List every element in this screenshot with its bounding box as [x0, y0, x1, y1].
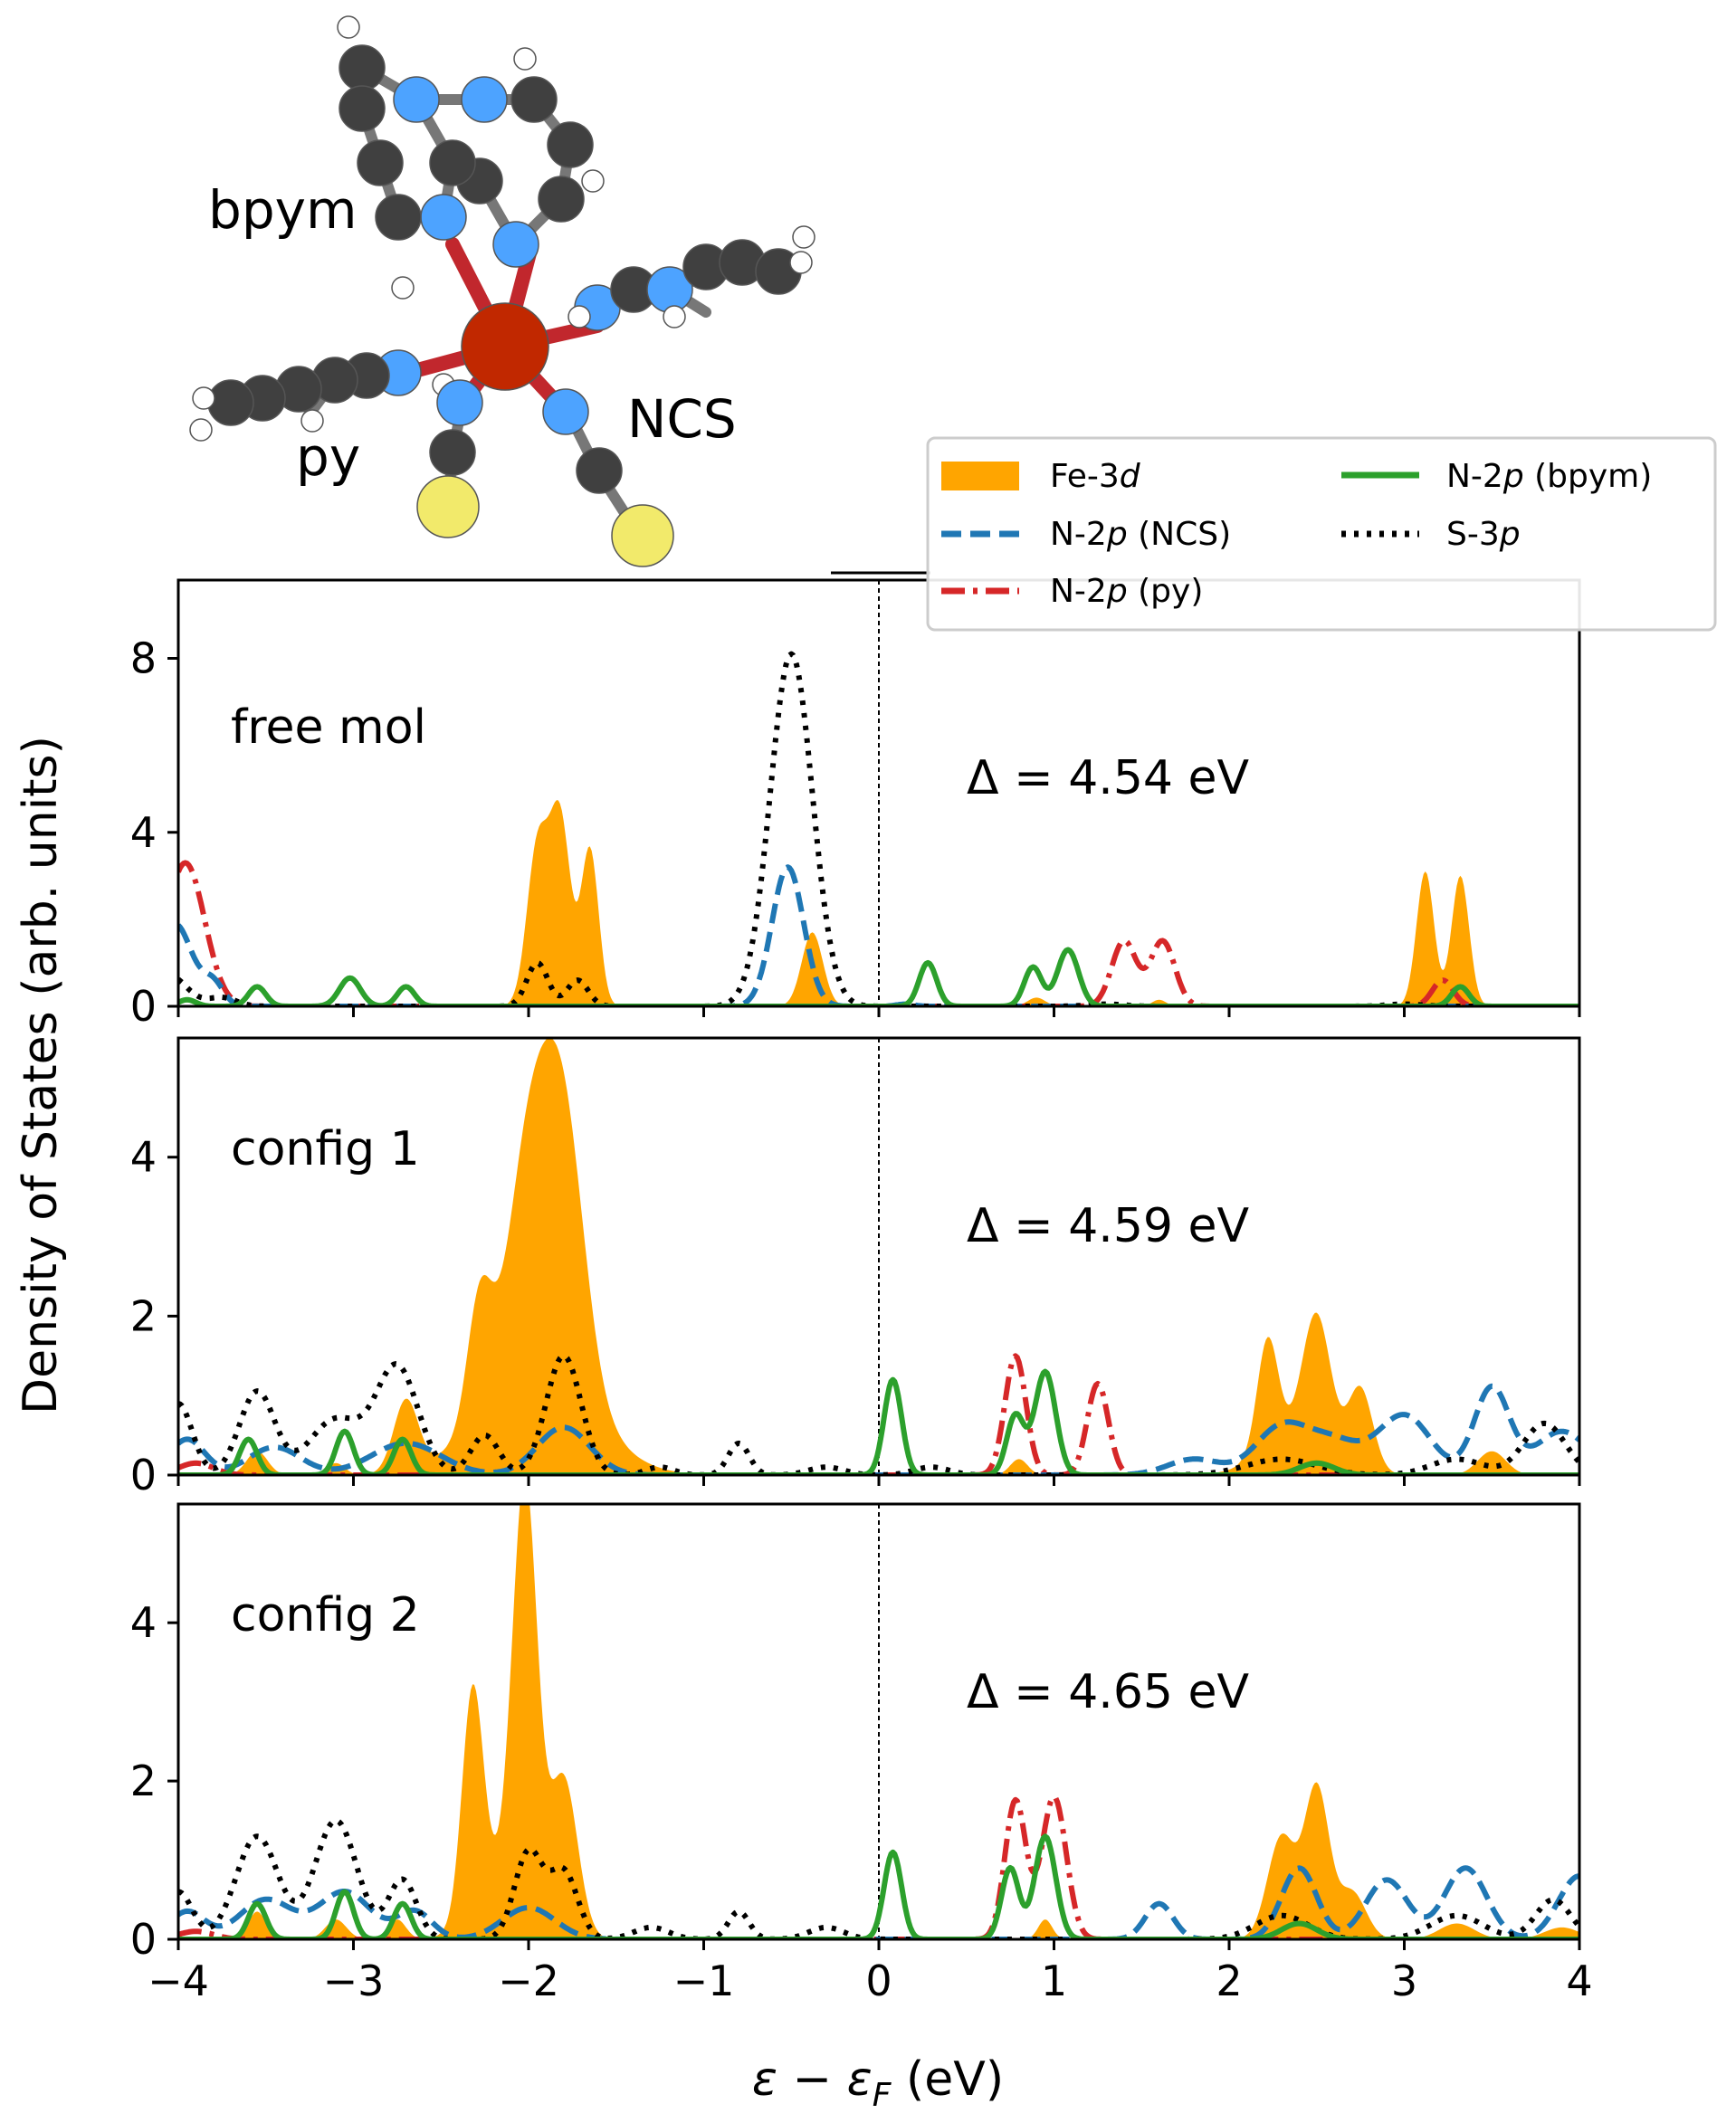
- x-tick-label: −2: [498, 1956, 559, 2005]
- legend-label-fe3d: Fe-3d: [1050, 458, 1141, 495]
- legend-label-n2p-bpym: N-2p (bpym): [1446, 458, 1652, 495]
- panel-config-1: 0 2 4 config 1 Δ = 4.59 eV: [130, 1036, 1581, 1499]
- series-n-2p-bpym-line: [178, 947, 1579, 1006]
- panel-plot-area: [178, 580, 1579, 1006]
- legend-label-s3p: S-3p: [1446, 516, 1521, 553]
- x-tick-label: 1: [1041, 1956, 1067, 2005]
- molecule-structure-illustration: bpym py NCS: [189, 15, 816, 567]
- bpym-label: bpym: [208, 179, 357, 241]
- x-tick-label: 2: [1216, 1956, 1242, 2005]
- x-tick-label: −4: [148, 1956, 209, 2005]
- panel-label: free mol: [231, 700, 426, 755]
- y-axis-label: Density of States (arb. units): [14, 736, 68, 1414]
- panel-config-2: 0 2 4 −4 −3 −2 −1 0 1 2 3 4 config 2 Δ = 4.65 eV: [130, 1502, 1593, 2005]
- y-tick-label: 4: [130, 1598, 157, 1647]
- py-label: py: [296, 426, 360, 488]
- panel-plot-area: [178, 1504, 1579, 1939]
- legend: Fe-3d N-2p (NCS) N-2p (py) N-2p (bpym) S…: [926, 436, 1717, 632]
- x-tick-label: 3: [1391, 1956, 1417, 2005]
- legend-label-n2p-py: N-2p (py): [1050, 573, 1203, 610]
- ncs-label: NCS: [627, 388, 737, 450]
- x-tick-label: −1: [673, 1956, 735, 2005]
- gap-annotation: Δ = 4.65 eV: [967, 1665, 1250, 1719]
- y-tick-label: 0: [130, 1915, 157, 1964]
- panel-label: config 1: [231, 1122, 420, 1176]
- panel-label: config 2: [231, 1588, 420, 1642]
- series-s-3p-line: [178, 1817, 1579, 1939]
- series-fe-3d-area: [178, 1504, 1579, 1939]
- y-tick-label: 2: [130, 1756, 157, 1805]
- y-tick-label: 0: [130, 982, 157, 1031]
- x-axis-label: ε − εF (eV): [752, 2052, 1004, 2114]
- y-tick-label: 8: [130, 634, 157, 683]
- legend-label-n2p-ncs: N-2p (NCS): [1050, 516, 1231, 553]
- x-tick-label: 0: [865, 1956, 892, 2005]
- gap-annotation: Δ = 4.54 eV: [967, 751, 1250, 805]
- y-tick-label: 0: [130, 1451, 157, 1499]
- x-tick-label: −3: [323, 1956, 385, 2005]
- series-n-2p-ncs-line: [178, 1865, 1579, 1939]
- series-n-2p-ncs-line: [178, 1383, 1579, 1475]
- series-fe-3d-area: [178, 1038, 1579, 1475]
- y-tick-label: 2: [130, 1291, 157, 1340]
- series-fe-3d-area: [178, 800, 1579, 1006]
- legend-box: [926, 436, 1717, 632]
- x-tick-label: 4: [1566, 1956, 1592, 2005]
- series-n-2p-ncs-line: [178, 864, 1579, 1006]
- legend-swatch-fe3d: [941, 462, 1019, 490]
- y-tick-label: 4: [130, 1133, 157, 1182]
- gap-annotation: Δ = 4.59 eV: [967, 1199, 1250, 1253]
- series-n-2p-bpym-line: [178, 1368, 1579, 1475]
- y-tick-label: 4: [130, 808, 157, 857]
- panel-plot-area: [178, 1038, 1579, 1475]
- panel-free-mol: 0 4 8 free mol Δ = 4.54 eV: [130, 578, 1581, 1031]
- dos-panels: 0 4 8 free mol Δ = 4.54 eV 0 2 4 config 1 Δ = 4.5…: [130, 571, 1593, 2005]
